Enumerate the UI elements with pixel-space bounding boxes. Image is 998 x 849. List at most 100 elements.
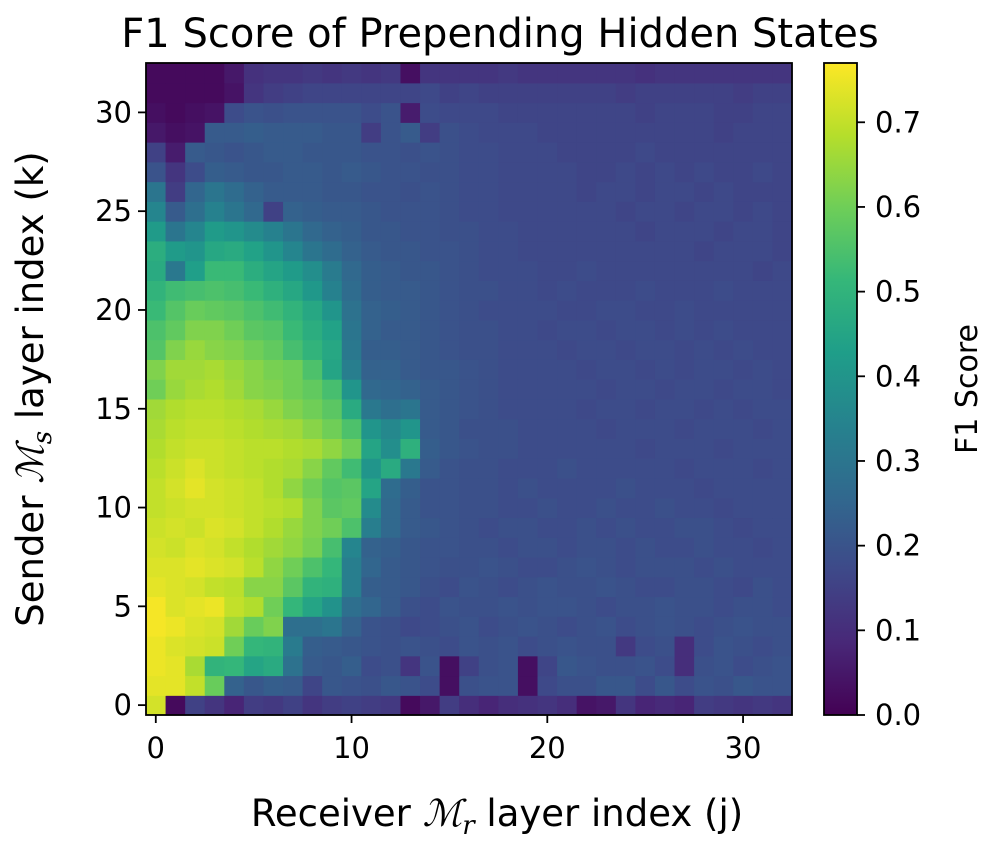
heatmap-cell [400, 556, 421, 578]
heatmap-cell [243, 240, 265, 262]
heatmap-cell [165, 82, 186, 104]
heatmap-cell [654, 122, 676, 143]
heatmap-cell [224, 576, 245, 598]
heatmap-cell [204, 82, 225, 104]
heatmap-cell [146, 379, 167, 400]
heatmap-cell [283, 181, 304, 202]
heatmap-cell [713, 161, 734, 183]
heatmap-cell [165, 181, 186, 202]
heatmap-cell [772, 596, 793, 617]
heatmap-cell [243, 339, 265, 360]
heatmap-cell [165, 339, 186, 360]
heatmap-cell [400, 221, 421, 242]
heatmap-cell [439, 359, 460, 380]
heatmap-cell [420, 240, 441, 262]
heatmap-cell [772, 477, 793, 499]
heatmap-cell [185, 556, 206, 578]
heatmap-cell [243, 695, 265, 716]
chart-title: F1 Score of Prepending Hidden States [121, 11, 878, 57]
colorbar-tick-label: 0.4 [875, 359, 921, 393]
heatmap-cell [459, 635, 480, 657]
heatmap-cell [498, 122, 519, 143]
heatmap-cell [694, 497, 715, 519]
heatmap-cell [654, 300, 676, 321]
heatmap-cell [224, 161, 245, 183]
heatmap-cell [204, 181, 225, 202]
plot-frame [145, 62, 793, 716]
heatmap-cell [498, 616, 519, 637]
heatmap-cell [302, 122, 323, 143]
heatmap-cell [517, 596, 539, 617]
heatmap-cell [302, 300, 323, 321]
heatmap-cell [615, 300, 636, 321]
heatmap-cell [772, 181, 793, 202]
heatmap-cell [635, 398, 656, 420]
heatmap-cell [733, 82, 754, 104]
heatmap-cell [283, 201, 304, 222]
heatmap-cell [498, 635, 519, 657]
heatmap-cell [615, 122, 636, 143]
heatmap-cell [752, 201, 774, 222]
heatmap-cell [283, 280, 304, 301]
heatmap-cell [243, 142, 265, 163]
heatmap-cell [243, 576, 265, 598]
heatmap-cell [146, 142, 167, 163]
heatmap-cell [185, 497, 206, 519]
heatmap-cell [615, 616, 636, 637]
heatmap-cell [713, 319, 734, 341]
heatmap-cell [322, 537, 343, 558]
heatmap-cell [733, 458, 754, 479]
heatmap-cell [283, 221, 304, 242]
heatmap-cell [361, 319, 382, 341]
heatmap-cell [380, 675, 402, 696]
heatmap-cell [674, 477, 695, 499]
heatmap-cell [322, 122, 343, 143]
heatmap-cell [283, 438, 304, 459]
heatmap-cell [498, 280, 519, 301]
heatmap-cell [341, 379, 362, 400]
colorbar-tick-label: 0.2 [875, 529, 921, 563]
heatmap-cell [674, 142, 695, 163]
heatmap-cell [459, 82, 480, 104]
heatmap-cell [674, 556, 695, 578]
heatmap-cell [537, 458, 558, 479]
heatmap-cell [654, 221, 676, 242]
heatmap-cell [243, 635, 265, 657]
heatmap-cell [224, 635, 245, 657]
heatmap-cell [557, 418, 578, 439]
heatmap-cell [517, 655, 539, 677]
heatmap-cell [459, 122, 480, 143]
heatmap-cell [537, 438, 558, 459]
heatmap-cell [576, 201, 597, 222]
heatmap-cells [146, 63, 793, 716]
heatmap-cell [322, 576, 343, 598]
heatmap-cell [674, 260, 695, 281]
heatmap-cell [146, 655, 167, 677]
heatmap-cell [322, 556, 343, 578]
heatmap-cell [635, 556, 656, 578]
heatmap-cell [439, 635, 460, 657]
heatmap-cell [341, 556, 362, 578]
heatmap-cell [576, 537, 597, 558]
heatmap-cell [420, 695, 441, 716]
heatmap-cell [674, 63, 695, 84]
colorbar-tick-label: 0.7 [875, 105, 921, 139]
heatmap-cell [459, 458, 480, 479]
heatmap-cell [361, 655, 382, 677]
heatmap-cell [537, 517, 558, 538]
heatmap-cell [263, 675, 284, 696]
heatmap-cell [752, 418, 774, 439]
heatmap-cell [361, 517, 382, 538]
heatmap-cell [302, 181, 323, 202]
heatmap-cell [224, 240, 245, 262]
heatmap-cell [517, 300, 539, 321]
heatmap-cell [654, 359, 676, 380]
heatmap-cell [576, 616, 597, 637]
heatmap-cell [224, 438, 245, 459]
heatmap-cell [733, 359, 754, 380]
heatmap-cell [537, 102, 558, 123]
heatmap-cell [459, 339, 480, 360]
heatmap-cell [517, 576, 539, 598]
heatmap-cell [772, 635, 793, 657]
heatmap-cell [576, 517, 597, 538]
